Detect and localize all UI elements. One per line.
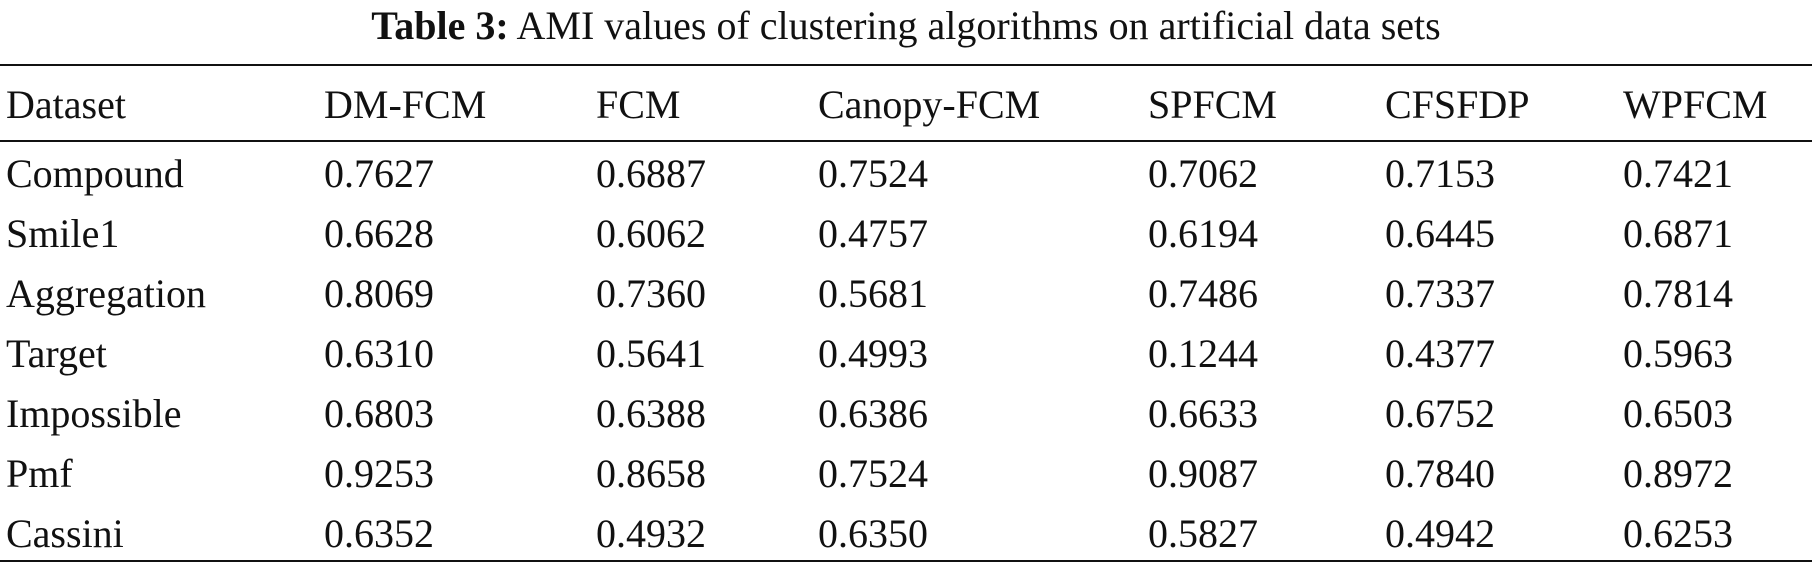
value-cell-cfsfdp: 0.4942 bbox=[1385, 511, 1495, 556]
value-cell-canopy-fcm: 0.4993 bbox=[818, 331, 928, 376]
value-cell-cfsfdp: 0.4377 bbox=[1385, 331, 1495, 376]
value-cell-fcm: 0.6062 bbox=[596, 211, 706, 256]
value-cell-dm-fcm: 0.6352 bbox=[324, 511, 434, 556]
dataset-name-cell: Pmf bbox=[6, 451, 73, 496]
value-cell-spfcm: 0.7062 bbox=[1148, 151, 1258, 196]
value-cell-dm-fcm: 0.6628 bbox=[324, 211, 434, 256]
value-cell-dm-fcm: 0.8069 bbox=[324, 271, 434, 316]
column-header-canopy-fcm: Canopy-FCM bbox=[818, 82, 1041, 127]
dataset-name-cell: Cassini bbox=[6, 511, 124, 556]
value-cell-wpfcm: 0.6871 bbox=[1623, 211, 1733, 256]
table-top-rule bbox=[0, 64, 1812, 66]
table-row: Compound 0.7627 0.6887 0.7524 0.7062 0.7153 0.… bbox=[0, 142, 1812, 204]
value-cell-dm-fcm: 0.9253 bbox=[324, 451, 434, 496]
column-header-cfsfdp: CFSFDP bbox=[1385, 82, 1530, 127]
value-cell-fcm: 0.6887 bbox=[596, 151, 706, 196]
value-cell-wpfcm: 0.5963 bbox=[1623, 331, 1733, 376]
value-cell-spfcm: 0.1244 bbox=[1148, 331, 1258, 376]
table-row: Pmf 0.9253 0.8658 0.7524 0.9087 0.7840 0.8972 bbox=[0, 444, 1812, 504]
table-header-rule bbox=[0, 140, 1812, 142]
column-header-fcm: FCM bbox=[596, 82, 681, 127]
value-cell-spfcm: 0.7486 bbox=[1148, 271, 1258, 316]
value-cell-spfcm: 0.6633 bbox=[1148, 391, 1258, 436]
dataset-name-cell: Smile1 bbox=[6, 211, 120, 256]
table-caption: Table 3: AMI values of clustering algori… bbox=[0, 0, 1812, 62]
value-cell-spfcm: 0.6194 bbox=[1148, 211, 1258, 256]
value-cell-dm-fcm: 0.6803 bbox=[324, 391, 434, 436]
table-row: Impossible 0.6803 0.6388 0.6386 0.6633 0.6752… bbox=[0, 384, 1812, 444]
value-cell-canopy-fcm: 0.4757 bbox=[818, 211, 928, 256]
table-caption-label: Table 3: bbox=[371, 3, 509, 48]
dataset-name-cell: Impossible bbox=[6, 391, 182, 436]
dataset-name-cell: Target bbox=[6, 331, 107, 376]
value-cell-fcm: 0.8658 bbox=[596, 451, 706, 496]
value-cell-wpfcm: 0.7421 bbox=[1623, 151, 1733, 196]
dataset-name-cell: Compound bbox=[6, 151, 184, 196]
value-cell-canopy-fcm: 0.7524 bbox=[818, 451, 928, 496]
value-cell-wpfcm: 0.8972 bbox=[1623, 451, 1733, 496]
table-row: Target 0.6310 0.5641 0.4993 0.1244 0.4377 0.59… bbox=[0, 324, 1812, 384]
value-cell-canopy-fcm: 0.6350 bbox=[818, 511, 928, 556]
table-bottom-rule bbox=[0, 560, 1812, 562]
value-cell-dm-fcm: 0.6310 bbox=[324, 331, 434, 376]
results-table: Dataset DM-FCM FCM Canopy-FCM SPFCM CFSF… bbox=[0, 66, 1812, 564]
value-cell-canopy-fcm: 0.6386 bbox=[818, 391, 928, 436]
table-caption-text: AMI values of clustering algorithms on a… bbox=[516, 3, 1441, 48]
value-cell-fcm: 0.6388 bbox=[596, 391, 706, 436]
value-cell-spfcm: 0.9087 bbox=[1148, 451, 1258, 496]
value-cell-cfsfdp: 0.6445 bbox=[1385, 211, 1495, 256]
value-cell-spfcm: 0.5827 bbox=[1148, 511, 1258, 556]
value-cell-canopy-fcm: 0.7524 bbox=[818, 151, 928, 196]
column-header-wpfcm: WPFCM bbox=[1623, 82, 1768, 127]
value-cell-fcm: 0.7360 bbox=[596, 271, 706, 316]
value-cell-cfsfdp: 0.7337 bbox=[1385, 271, 1495, 316]
value-cell-dm-fcm: 0.7627 bbox=[324, 151, 434, 196]
table-row: Smile1 0.6628 0.6062 0.4757 0.6194 0.6445 0.68… bbox=[0, 204, 1812, 264]
value-cell-canopy-fcm: 0.5681 bbox=[818, 271, 928, 316]
table-header-row: Dataset DM-FCM FCM Canopy-FCM SPFCM CFSF… bbox=[0, 66, 1812, 142]
table-body: Compound 0.7627 0.6887 0.7524 0.7062 0.7153 0.… bbox=[0, 142, 1812, 564]
dataset-name-cell: Aggregation bbox=[6, 271, 206, 316]
column-header-spfcm: SPFCM bbox=[1148, 82, 1277, 127]
table-row: Aggregation 0.8069 0.7360 0.5681 0.7486 0.733… bbox=[0, 264, 1812, 324]
value-cell-fcm: 0.5641 bbox=[596, 331, 706, 376]
value-cell-cfsfdp: 0.7840 bbox=[1385, 451, 1495, 496]
column-header-dm-fcm: DM-FCM bbox=[324, 82, 487, 127]
value-cell-wpfcm: 0.6503 bbox=[1623, 391, 1733, 436]
value-cell-wpfcm: 0.7814 bbox=[1623, 271, 1733, 316]
value-cell-cfsfdp: 0.6752 bbox=[1385, 391, 1495, 436]
value-cell-fcm: 0.4932 bbox=[596, 511, 706, 556]
column-header-dataset: Dataset bbox=[6, 82, 126, 127]
table-row: Cassini 0.6352 0.4932 0.6350 0.5827 0.4942 0.6… bbox=[0, 504, 1812, 564]
value-cell-cfsfdp: 0.7153 bbox=[1385, 151, 1495, 196]
value-cell-wpfcm: 0.6253 bbox=[1623, 511, 1733, 556]
